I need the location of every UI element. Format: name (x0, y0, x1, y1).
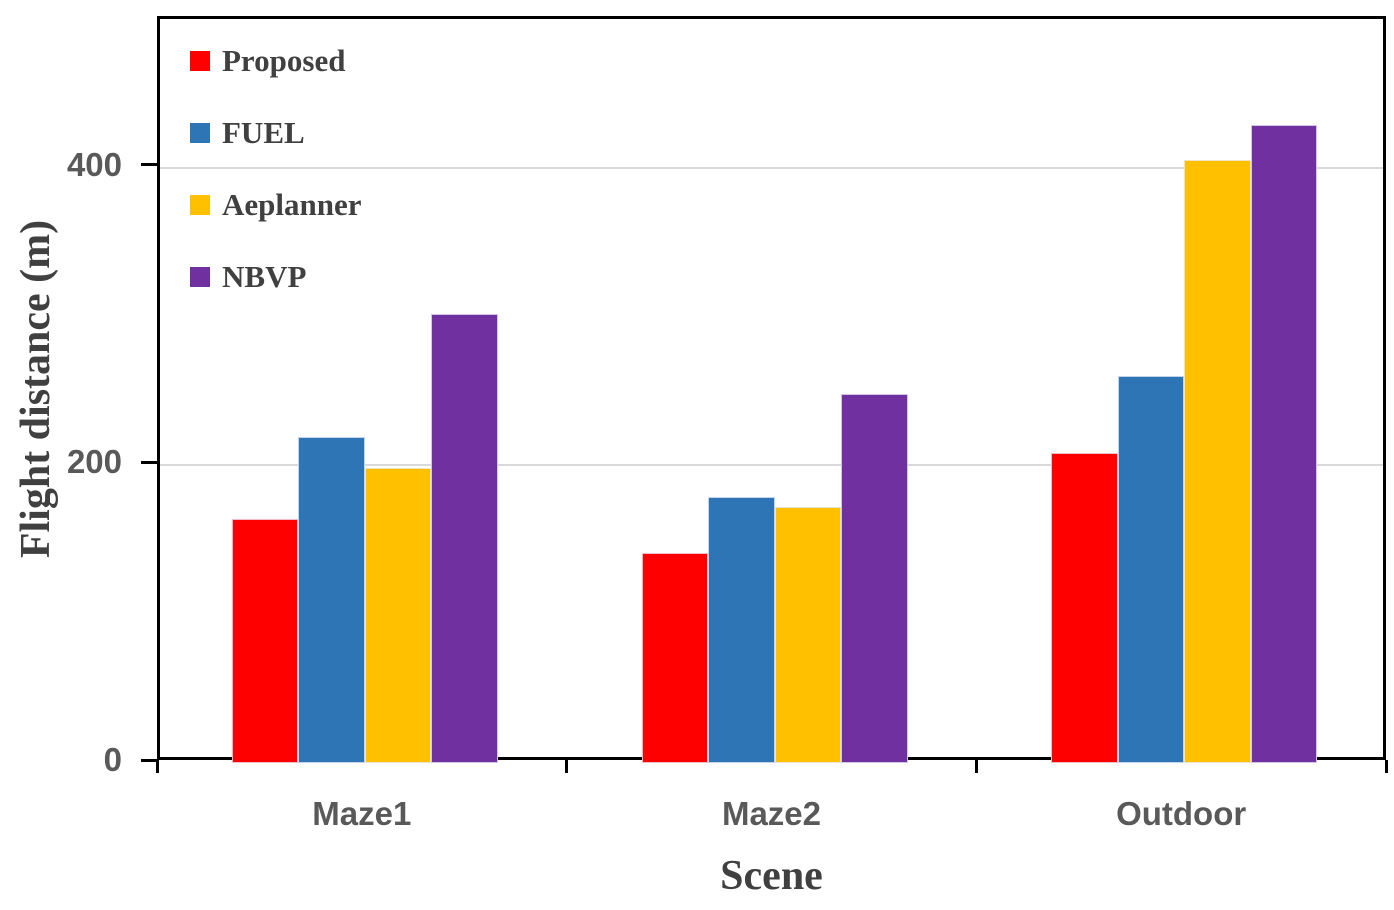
bar-outdoor-nbvp (1250, 124, 1318, 763)
legend-label-fuel: FUEL (222, 115, 305, 150)
bar-maze2-fuel (708, 496, 775, 763)
bar-maze2-aeplanner (774, 507, 841, 763)
bar-maze2-nbvp (841, 393, 908, 763)
bar-outdoor-aeplanner (1184, 160, 1251, 763)
gridline-400 (160, 166, 1383, 169)
legend-item-aeplanner: Aeplanner (190, 186, 362, 224)
plot-area (157, 16, 1386, 763)
x-tick-mark-3 (1384, 760, 1388, 773)
y-tick-mark-0 (141, 758, 157, 762)
bar-outdoor-fuel (1117, 376, 1185, 763)
bar-outdoor-proposed (1051, 453, 1118, 763)
x-tick-label-maze2: Maze2 (721, 795, 822, 832)
x-tick-label-outdoor: Outdoor (1116, 795, 1247, 832)
y-tick-mark-400 (141, 163, 157, 167)
bar-maze1-nbvp (431, 313, 498, 763)
gridline-200 (160, 464, 1383, 467)
legend-swatch-nbvp (190, 267, 210, 287)
bar-maze1-aeplanner (364, 468, 432, 763)
x-tick-mark-1 (565, 760, 569, 773)
legend-item-proposed: Proposed (190, 42, 362, 80)
legend-label-aeplanner: Aeplanner (222, 187, 362, 222)
x-tick-mark-0 (155, 760, 159, 773)
legend-swatch-fuel (190, 123, 210, 143)
legend: Proposed FUEL Aeplanner NBVP (190, 42, 362, 330)
legend-label-proposed: Proposed (222, 43, 346, 78)
x-tick-label-maze1: Maze1 (312, 795, 412, 832)
bar-maze1-proposed (231, 518, 299, 763)
y-tick-label-400: 400 (66, 145, 122, 183)
y-tick-mark-200 (141, 460, 157, 464)
y-axis-title: Flight distance (m) (13, 219, 59, 559)
legend-label-nbvp: NBVP (222, 259, 307, 294)
y-tick-label-0: 0 (103, 741, 122, 778)
legend-item-nbvp: NBVP (190, 258, 362, 296)
bar-maze2-proposed (641, 553, 708, 763)
legend-swatch-proposed (190, 51, 210, 71)
y-tick-label-200: 200 (66, 443, 122, 481)
legend-item-fuel: FUEL (190, 114, 362, 152)
bar-maze1-fuel (298, 437, 365, 763)
x-axis-title: Scene (720, 853, 823, 899)
x-tick-mark-2 (974, 760, 978, 773)
legend-swatch-aeplanner (190, 195, 210, 215)
